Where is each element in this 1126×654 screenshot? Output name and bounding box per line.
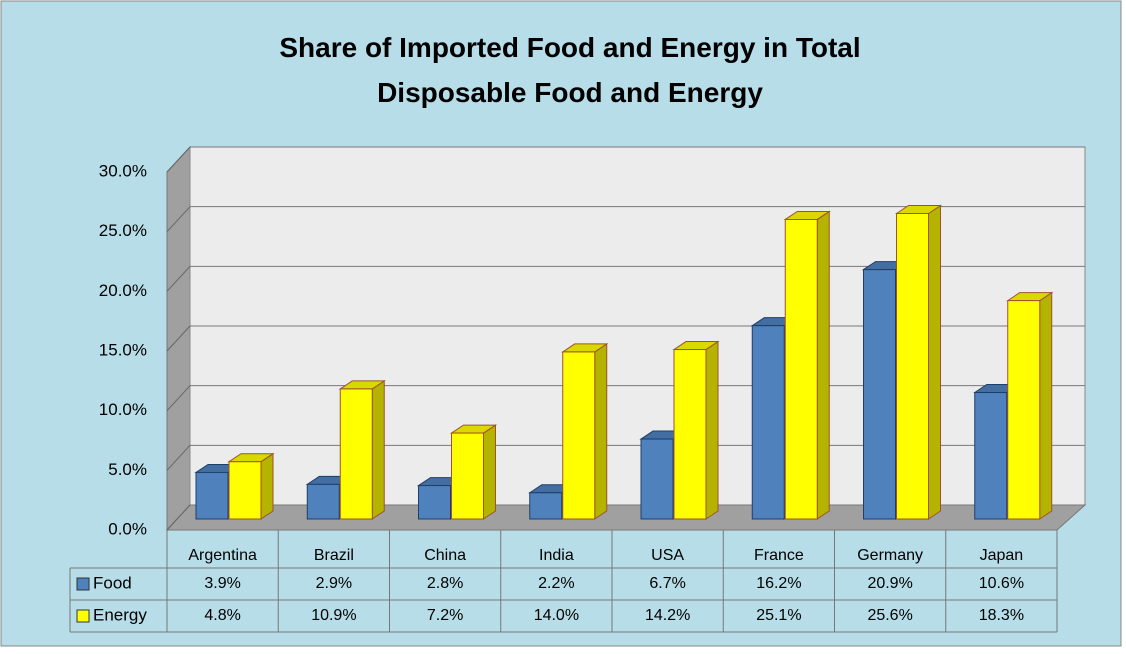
legend-key — [76, 609, 90, 623]
x-tick-label: Argentina — [188, 547, 257, 564]
grid-line-side — [166, 146, 191, 173]
grid-line-side — [166, 444, 191, 471]
bar — [894, 204, 943, 520]
bar — [783, 210, 831, 520]
x-tick-label: Japan — [980, 547, 1024, 564]
bar-side — [816, 210, 830, 520]
x-tick-label: India — [539, 547, 574, 564]
bar — [338, 379, 386, 520]
y-tick-label: 25.0% — [99, 221, 147, 240]
x-tick-label: Brazil — [314, 547, 354, 564]
table-value: 2.9% — [316, 575, 352, 592]
bar — [672, 340, 720, 520]
bar-front — [863, 269, 896, 520]
table-value: 10.9% — [311, 607, 356, 624]
table-value: 3.9% — [204, 575, 240, 592]
bar-side — [483, 424, 496, 520]
table-value: 2.2% — [538, 575, 574, 592]
bar-side — [928, 204, 941, 520]
chart-title: Share of Imported Food and Energy in Tot… — [279, 32, 860, 108]
y-tick-label: 15.0% — [99, 340, 147, 359]
bar — [1006, 291, 1054, 520]
x-tick-label: France — [754, 547, 804, 564]
bar-front — [418, 485, 451, 520]
bar-front — [974, 392, 1008, 520]
x-tick-label: USA — [651, 547, 684, 564]
x-tick-label: Germany — [857, 547, 923, 564]
bar-front — [306, 483, 340, 520]
table-value: 14.2% — [645, 607, 690, 624]
y-tick-label: 0.0% — [108, 519, 147, 538]
table-value: 16.2% — [756, 575, 801, 592]
bar-front — [228, 461, 262, 520]
grid-line-side — [166, 206, 191, 233]
table-value: 6.7% — [649, 575, 685, 592]
bar-front — [339, 388, 373, 520]
legend-label: Energy — [93, 605, 147, 624]
x-tick-label: China — [424, 547, 466, 564]
bar-front — [1007, 300, 1041, 520]
grid-line-side — [166, 504, 191, 531]
grid-line-side — [166, 325, 191, 352]
table-value: 14.0% — [534, 607, 579, 624]
bar — [449, 424, 498, 520]
y-tick-label: 10.0% — [99, 400, 147, 419]
bar — [227, 452, 275, 520]
bar-front — [451, 432, 484, 520]
grid-line-side — [166, 385, 191, 412]
floor — [165, 504, 1087, 531]
table-value: 4.8% — [204, 607, 240, 624]
table-value: 7.2% — [427, 607, 463, 624]
bar-side — [371, 379, 385, 520]
bar-side — [260, 452, 274, 520]
bar-front — [640, 438, 674, 520]
bar-front — [562, 351, 596, 520]
bar — [561, 342, 609, 520]
y-tick-label: 20.0% — [99, 281, 147, 300]
bar-front — [673, 349, 707, 520]
legend-key — [76, 577, 90, 591]
table-value: 25.1% — [756, 607, 801, 624]
bar-front — [896, 213, 929, 520]
bar-side — [705, 340, 719, 520]
grid-line-side — [166, 265, 191, 292]
legend-label: Food — [93, 573, 132, 592]
table-value: 10.6% — [979, 575, 1024, 592]
bar-front — [529, 492, 563, 520]
y-tick-label: 5.0% — [108, 460, 147, 479]
table-value: 25.6% — [867, 607, 912, 624]
bar-side — [1039, 291, 1053, 520]
bar-front — [784, 218, 818, 520]
bar-front — [195, 471, 229, 520]
y-tick-label: 30.0% — [99, 161, 147, 180]
table-value: 20.9% — [867, 575, 912, 592]
bar-front — [751, 325, 785, 520]
bar-side — [594, 342, 608, 520]
table-value: 2.8% — [427, 575, 463, 592]
table-value: 18.3% — [979, 607, 1024, 624]
